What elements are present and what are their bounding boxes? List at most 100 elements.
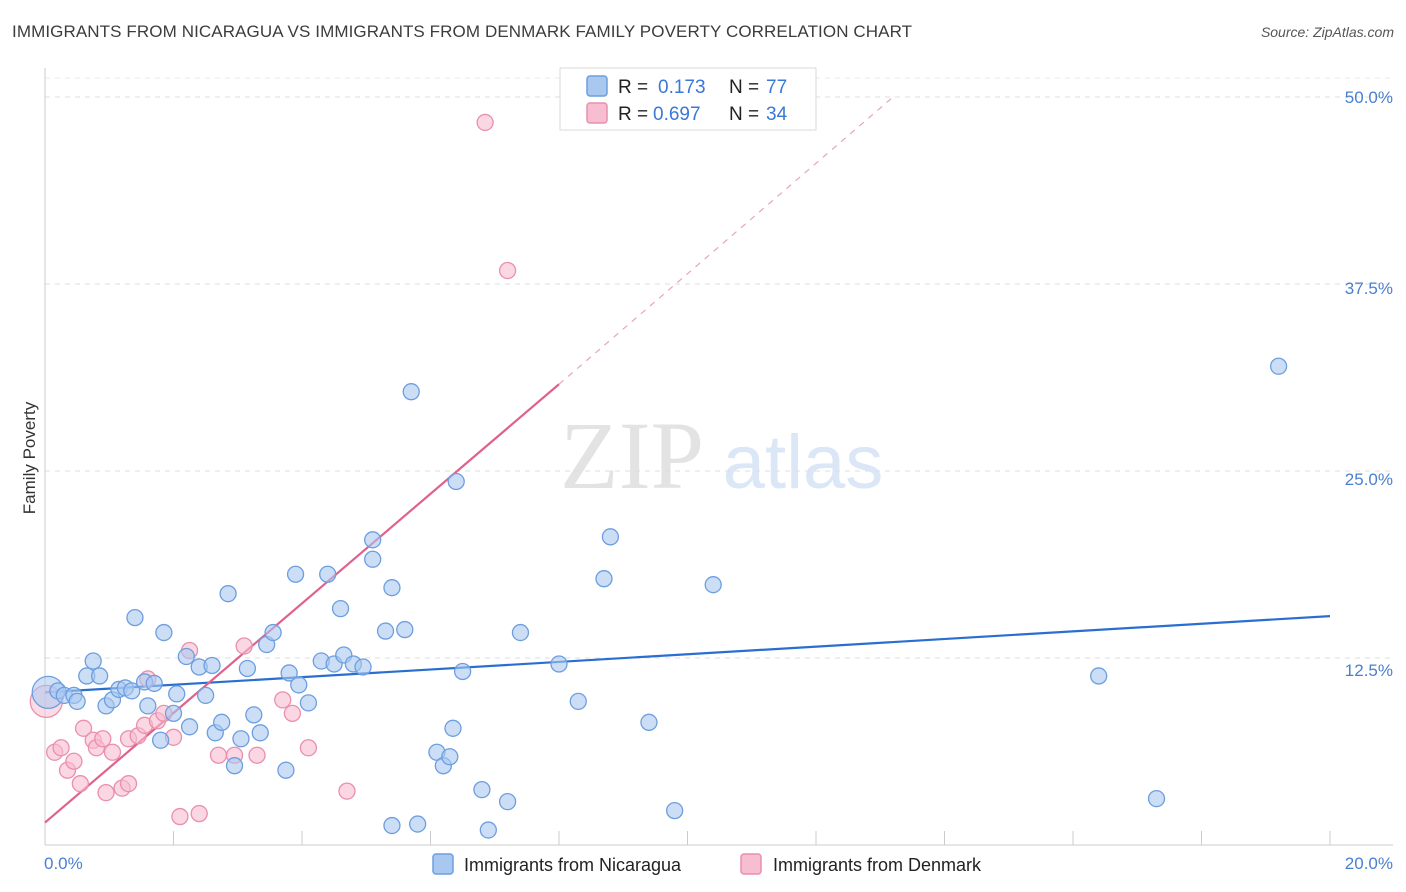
point-nicaragua — [473, 780, 491, 799]
point-nicaragua — [447, 472, 465, 491]
point-nicaragua — [1147, 789, 1166, 808]
y-axis-title: Family Poverty — [20, 401, 39, 514]
point-nicaragua — [225, 757, 244, 775]
point-nicaragua — [376, 622, 395, 640]
chart-title: IMMIGRANTS FROM NICARAGUA VS IMMIGRANTS … — [12, 22, 913, 41]
point-nicaragua — [402, 383, 420, 401]
point-nicaragua — [601, 528, 620, 546]
point-nicaragua — [84, 652, 102, 670]
chart-source: Source: ZipAtlas.com — [1260, 24, 1394, 40]
y-tick-label: 50.0% — [1345, 88, 1393, 107]
point-denmark — [65, 752, 83, 770]
point-nicaragua — [290, 676, 308, 694]
x-tick-label: 20.0% — [1345, 854, 1393, 873]
point-nicaragua — [286, 565, 305, 583]
point-nicaragua — [123, 682, 141, 700]
point-nicaragua — [331, 599, 350, 618]
point-denmark — [283, 704, 302, 723]
point-nicaragua — [319, 565, 337, 583]
gridlines — [45, 77, 1393, 659]
axes — [44, 68, 1393, 846]
point-denmark — [274, 691, 292, 709]
point-denmark — [171, 807, 189, 826]
point-denmark — [103, 743, 122, 761]
legend-box: R = 0.173 N = 77 R = 0.697 N = 34 — [559, 67, 817, 131]
point-nicaragua — [232, 730, 250, 748]
point-nicaragua — [441, 748, 459, 766]
legend-n-value: 34 — [766, 104, 788, 125]
trend-line-denmark-extension — [558, 96, 894, 385]
legend-r-value: 0.173 — [658, 77, 706, 98]
point-nicaragua — [180, 718, 199, 736]
point-denmark — [97, 783, 115, 802]
point-nicaragua — [196, 686, 215, 705]
point-nicaragua — [177, 647, 196, 666]
point-denmark — [119, 775, 138, 793]
point-nicaragua — [139, 697, 157, 715]
point-denmark — [248, 746, 266, 764]
point-nicaragua — [126, 608, 144, 627]
point-nicaragua — [479, 821, 497, 839]
bottom-legend-label: Immigrants from Denmark — [773, 855, 982, 875]
point-nicaragua — [408, 815, 427, 833]
point-denmark — [52, 739, 70, 757]
point-nicaragua — [68, 692, 86, 711]
point-nicaragua — [299, 694, 318, 712]
point-denmark — [74, 719, 93, 737]
point-nicaragua — [1269, 357, 1288, 375]
bottom-legend-label: Immigrants from Nicaragua — [464, 855, 682, 875]
y-tick-label: 25.0% — [1345, 470, 1393, 489]
point-nicaragua — [238, 659, 257, 678]
point-nicaragua — [1090, 667, 1108, 685]
point-nicaragua — [155, 623, 173, 642]
point-nicaragua — [277, 761, 295, 779]
point-denmark — [498, 261, 517, 280]
point-nicaragua — [145, 674, 163, 693]
legend-n-value: 77 — [766, 77, 787, 98]
data-points — [29, 113, 1288, 839]
point-denmark — [71, 775, 89, 793]
legend-swatch-blue — [586, 75, 608, 97]
legend-n-label: N = — [729, 104, 759, 125]
bottom-legend-swatch-pink — [740, 853, 762, 875]
point-nicaragua — [396, 620, 414, 639]
point-nicaragua — [168, 685, 186, 703]
point-nicaragua — [444, 719, 462, 737]
point-nicaragua — [245, 706, 263, 724]
point-nicaragua — [364, 531, 382, 549]
point-nicaragua — [90, 667, 109, 685]
watermark-atlas: atlas — [723, 420, 884, 505]
trend-line-denmark — [44, 383, 560, 824]
point-nicaragua — [151, 731, 170, 749]
point-nicaragua — [203, 656, 221, 675]
watermark-zip: ZIP — [560, 402, 704, 509]
legend-r-label: R = — [618, 104, 648, 125]
point-nicaragua — [511, 623, 530, 642]
point-nicaragua — [219, 585, 237, 603]
trend-line-nicaragua — [44, 615, 1331, 694]
point-nicaragua — [264, 623, 282, 642]
point-nicaragua — [280, 664, 298, 682]
point-nicaragua — [364, 550, 382, 568]
point-denmark — [299, 739, 318, 757]
point-nicaragua — [498, 792, 517, 811]
point-nicaragua — [569, 692, 587, 711]
point-denmark — [338, 782, 356, 800]
point-nicaragua — [595, 570, 613, 588]
point-denmark — [94, 730, 112, 748]
point-nicaragua — [213, 713, 231, 731]
legend-swatch-pink — [586, 102, 608, 124]
point-denmark — [476, 113, 494, 132]
point-denmark — [235, 637, 253, 655]
bottom-legend: Immigrants from Nicaragua Immigrants fro… — [432, 853, 982, 875]
point-nicaragua — [251, 724, 269, 742]
legend-r-label: R = — [618, 77, 648, 98]
point-nicaragua — [550, 655, 568, 673]
point-nicaragua — [666, 801, 684, 820]
point-nicaragua — [164, 704, 183, 723]
point-denmark — [190, 804, 208, 823]
legend-r-value: 0.697 — [653, 104, 701, 125]
y-tick-label: 37.5% — [1345, 279, 1393, 298]
x-tick-label: 0.0% — [44, 854, 83, 873]
